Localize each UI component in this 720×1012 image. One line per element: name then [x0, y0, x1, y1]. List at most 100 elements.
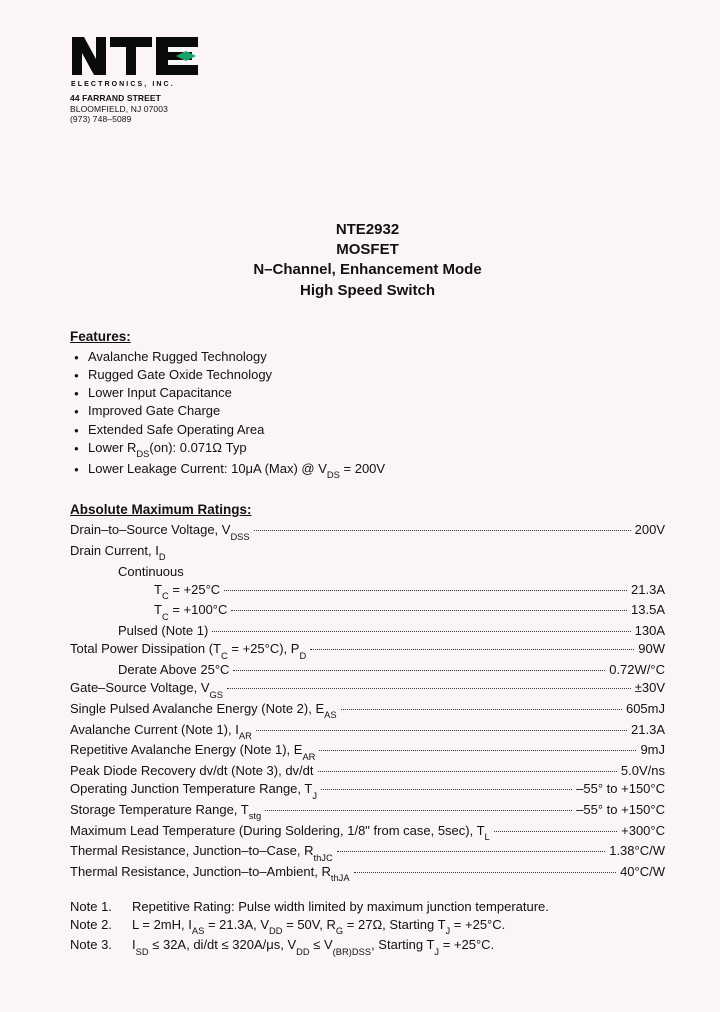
rating-row: TC = +25°C21.3A — [70, 581, 665, 602]
rating-label: Operating Junction Temperature Range, TJ — [70, 780, 317, 801]
rating-row: Operating Junction Temperature Range, TJ… — [70, 780, 665, 801]
leader-dots — [212, 631, 630, 632]
leader-dots — [227, 688, 631, 689]
title-desc1: N–Channel, Enhancement Mode — [70, 260, 665, 280]
leader-dots — [265, 810, 572, 811]
rating-label-only: Continuous — [70, 563, 665, 581]
rating-value: 13.5A — [631, 601, 665, 619]
rating-row: Thermal Resistance, Junction–to–Case, Rt… — [70, 842, 665, 863]
feature-item: Lower RDS(on): 0.071Ω Typ — [74, 439, 665, 460]
leader-dots — [233, 670, 605, 671]
addr-line-3: (973) 748–5089 — [70, 114, 665, 125]
ratings-section: Absolute Maximum Ratings: Drain–to–Sourc… — [70, 502, 665, 883]
rating-row: Thermal Resistance, Junction–to–Ambient,… — [70, 863, 665, 884]
rating-row: Repetitive Avalanche Energy (Note 1), EA… — [70, 741, 665, 762]
rating-label: Gate–Source Voltage, VGS — [70, 679, 223, 700]
ratings-rows: Drain–to–Source Voltage, VDSS 200V Drain C… — [70, 521, 665, 883]
title-partno: NTE2932 — [70, 220, 665, 240]
rating-value: 40°C/W — [620, 863, 665, 881]
feature-item: Lower Leakage Current: 10μA (Max) @ VDS … — [74, 460, 665, 481]
leader-dots — [310, 649, 634, 650]
rating-value: +300°C — [621, 822, 665, 840]
document-title: NTE2932 MOSFET N–Channel, Enhancement Mo… — [70, 220, 665, 301]
title-type: MOSFET — [70, 240, 665, 260]
rating-value: 0.72W/°C — [609, 661, 665, 679]
leader-dots — [231, 610, 627, 611]
note-key: Note 2. — [70, 916, 132, 937]
leader-dots — [494, 831, 617, 832]
datasheet-page: ELECTRONICS, INC. 44 FARRAND STREET BLOO… — [0, 0, 720, 992]
rating-label: Storage Temperature Range, Tstg — [70, 801, 261, 822]
note-row: Note 3.ISD ≤ 32A, di/dt ≤ 320A/μs, VDD ≤… — [70, 936, 665, 957]
leader-dots — [318, 771, 617, 772]
leader-dots — [224, 590, 627, 591]
rating-label: Thermal Resistance, Junction–to–Ambient,… — [70, 863, 350, 884]
rating-label: Repetitive Avalanche Energy (Note 1), EA… — [70, 741, 315, 762]
feature-item: Extended Safe Operating Area — [74, 421, 665, 439]
features-list: Avalanche Rugged TechnologyRugged Gate O… — [74, 348, 665, 480]
rating-label: Maximum Lead Temperature (During Solderi… — [70, 822, 490, 843]
leader-dots — [321, 789, 572, 790]
note-text: ISD ≤ 32A, di/dt ≤ 320A/μs, VDD ≤ V(BR)D… — [132, 936, 494, 957]
rating-row: Avalanche Current (Note 1), IAR 21.3A — [70, 721, 665, 742]
feature-item: Lower Input Capacitance — [74, 384, 665, 402]
leader-dots — [256, 730, 627, 731]
feature-item: Improved Gate Charge — [74, 402, 665, 420]
note-key: Note 3. — [70, 936, 132, 957]
rating-value: 1.38°C/W — [609, 842, 665, 860]
note-key: Note 1. — [70, 898, 132, 916]
rating-value: 90W — [638, 640, 665, 658]
rating-value: 130A — [635, 622, 665, 640]
addr-line-1: 44 FARRAND STREET — [70, 93, 665, 104]
rating-value: ±30V — [635, 679, 665, 697]
rating-label: Single Pulsed Avalanche Energy (Note 2),… — [70, 700, 337, 721]
rating-row: Derate Above 25°C 0.72W/°C — [70, 661, 665, 679]
rating-row: Pulsed (Note 1) 130A — [70, 622, 665, 640]
rating-label: Avalanche Current (Note 1), IAR — [70, 721, 252, 742]
rating-row: Gate–Source Voltage, VGS ±30V — [70, 679, 665, 700]
rating-label: Derate Above 25°C — [118, 661, 229, 679]
rating-value: –55° to +150°C — [576, 801, 665, 819]
note-text: L = 2mH, IAS = 21.3A, VDD = 50V, RG = 27… — [132, 916, 505, 937]
nte-logo-svg: ELECTRONICS, INC. — [70, 35, 202, 91]
company-logo: ELECTRONICS, INC. 44 FARRAND STREET BLOO… — [70, 35, 665, 125]
rating-label-only: Drain Current, ID — [70, 542, 665, 563]
rating-label: Drain–to–Source Voltage, VDSS — [70, 521, 250, 542]
leader-dots — [254, 530, 631, 531]
rating-row: Maximum Lead Temperature (During Solderi… — [70, 822, 665, 843]
leader-dots — [341, 709, 622, 710]
rating-row: Single Pulsed Avalanche Energy (Note 2),… — [70, 700, 665, 721]
rating-value: –55° to +150°C — [576, 780, 665, 798]
rating-label: Peak Diode Recovery dv/dt (Note 3), dv/d… — [70, 762, 314, 780]
rating-value: 21.3A — [631, 581, 665, 599]
leader-dots — [354, 872, 617, 873]
rating-label: TC = +100°C — [154, 601, 227, 622]
company-address: 44 FARRAND STREET BLOOMFIELD, NJ 07003 (… — [70, 93, 665, 125]
rating-value: 9mJ — [640, 741, 665, 759]
rating-value: 200V — [635, 521, 665, 539]
rating-value: 5.0V/ns — [621, 762, 665, 780]
title-desc2: High Speed Switch — [70, 281, 665, 301]
rating-row: TC = +100°C 13.5A — [70, 601, 665, 622]
ratings-heading: Absolute Maximum Ratings: — [70, 502, 665, 517]
rating-row: Peak Diode Recovery dv/dt (Note 3), dv/d… — [70, 762, 665, 780]
addr-line-2: BLOOMFIELD, NJ 07003 — [70, 104, 665, 115]
feature-item: Rugged Gate Oxide Technology — [74, 366, 665, 384]
note-text: Repetitive Rating: Pulse width limited b… — [132, 898, 549, 916]
rating-label: Total Power Dissipation (TC = +25°C), PD — [70, 640, 306, 661]
feature-item: Avalanche Rugged Technology — [74, 348, 665, 366]
rating-row: Storage Temperature Range, Tstg –55° to +… — [70, 801, 665, 822]
notes-section: Note 1.Repetitive Rating: Pulse width li… — [70, 898, 665, 958]
rating-label: Pulsed (Note 1) — [118, 622, 208, 640]
leader-dots — [337, 851, 605, 852]
note-row: Note 2.L = 2mH, IAS = 21.3A, VDD = 50V, … — [70, 916, 665, 937]
features-heading: Features: — [70, 329, 665, 344]
rating-row: Total Power Dissipation (TC = +25°C), PD… — [70, 640, 665, 661]
rating-value: 605mJ — [626, 700, 665, 718]
rating-label: Thermal Resistance, Junction–to–Case, Rt… — [70, 842, 333, 863]
rating-value: 21.3A — [631, 721, 665, 739]
logo-subtext: ELECTRONICS, INC. — [71, 81, 175, 88]
rating-row: Drain–to–Source Voltage, VDSS 200V — [70, 521, 665, 542]
features-section: Features: Avalanche Rugged TechnologyRug… — [70, 329, 665, 480]
note-row: Note 1.Repetitive Rating: Pulse width li… — [70, 898, 665, 916]
